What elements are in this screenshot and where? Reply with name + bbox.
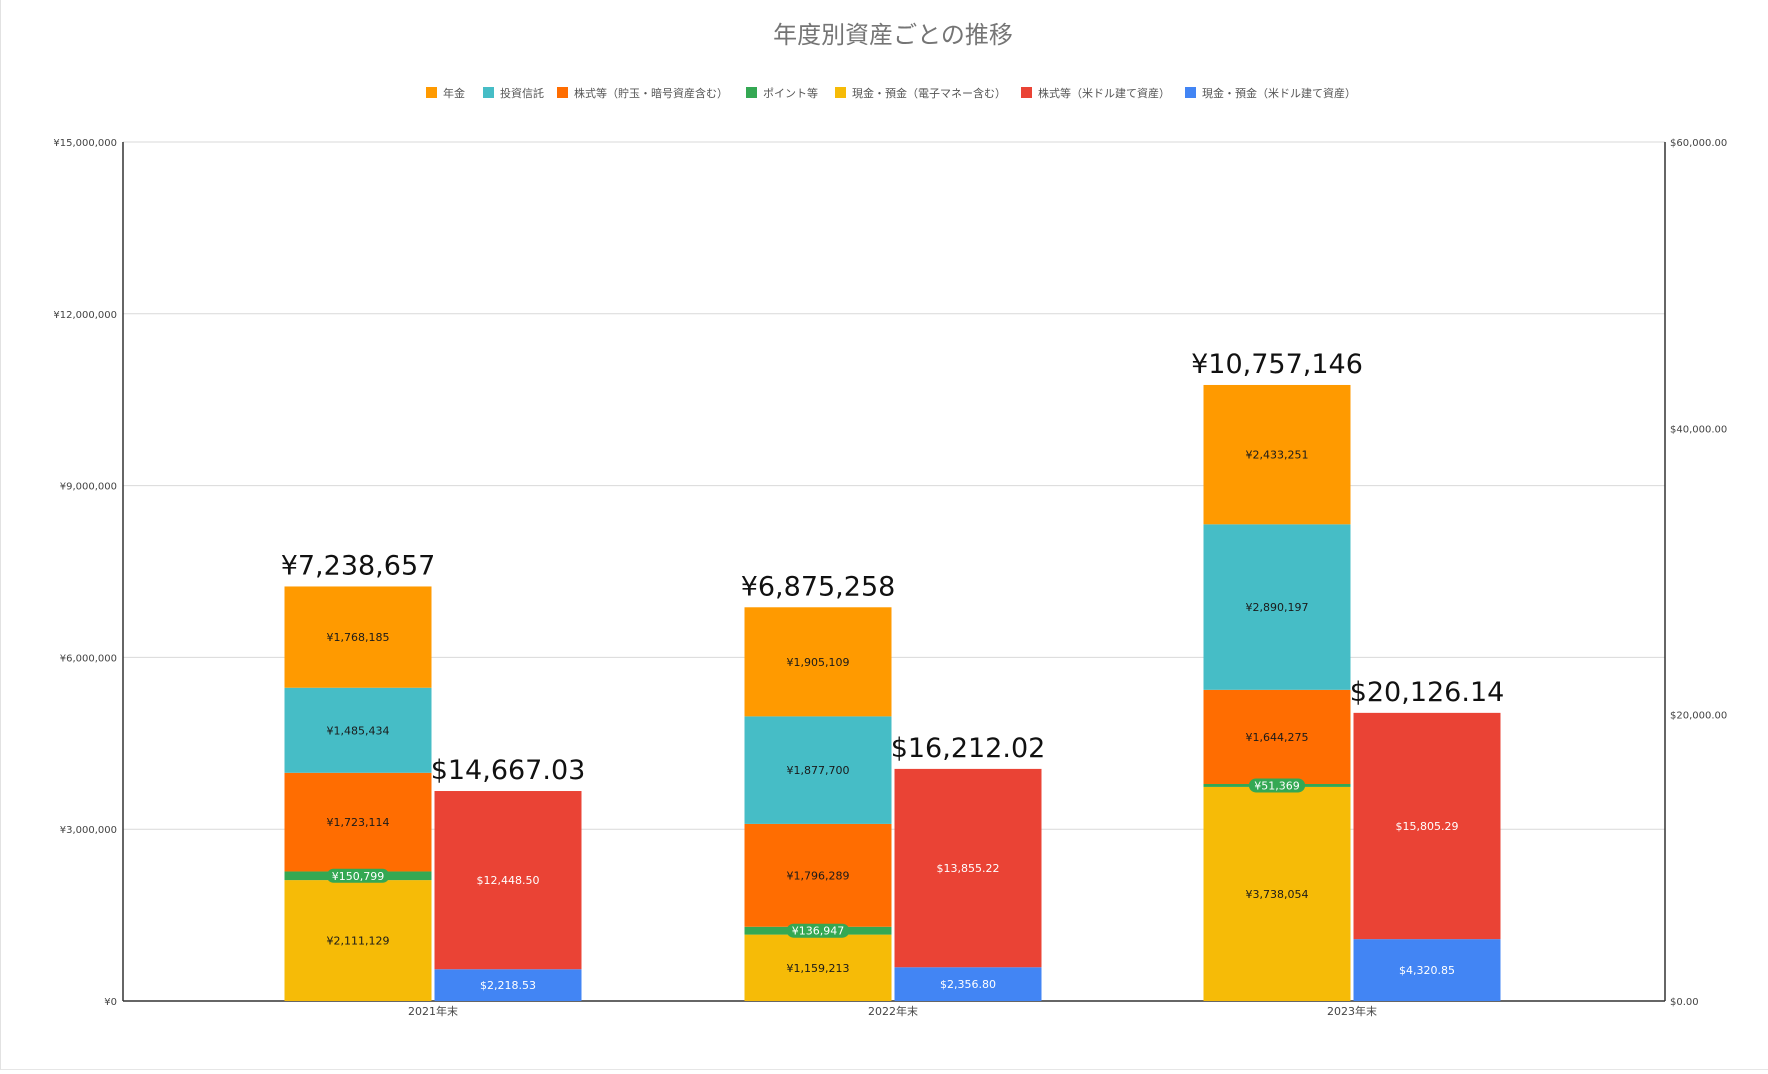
bar-total-label: ¥10,757,146 (1191, 349, 1363, 380)
segment-labels: ¥2,111,129 ¥150,799 ¥1,723,114 ¥1,485,434 ¥1… (327, 449, 1459, 992)
right-tick-label: $0.00 (1670, 997, 1699, 1008)
left-tick-label: ¥0 (104, 997, 117, 1008)
bar-total-label: $16,212.02 (891, 733, 1046, 764)
segment-label: ¥3,738,054 (1246, 888, 1309, 901)
segment-label: ¥2,111,129 (327, 935, 390, 948)
bar-segment (1353, 939, 1501, 1001)
segment-label: ¥136,947 (792, 925, 845, 938)
bar-segment (434, 791, 582, 970)
left-tick-label: ¥9,000,000 (60, 482, 117, 493)
bar-segment (284, 880, 432, 1001)
bar-segment (1203, 786, 1351, 1001)
legend-entry: ポイント等 (746, 86, 818, 100)
bar-total-label: ¥6,875,258 (741, 571, 896, 602)
legend-label: 投資信託 (500, 86, 544, 100)
left-tick-label: ¥15,000,000 (53, 138, 117, 149)
legend-swatch (426, 87, 437, 98)
bar-total-label: ¥7,238,657 (281, 550, 436, 581)
bar-segment (744, 716, 892, 824)
right-tick-label: $40,000.00 (1670, 424, 1727, 435)
segment-label: ¥2,890,197 (1246, 601, 1309, 614)
segment-label: $2,218.53 (480, 979, 536, 992)
segment-label: ¥1,768,185 (327, 631, 390, 644)
segment-label-pill (786, 923, 850, 938)
segment-label: ¥1,877,700 (787, 764, 850, 777)
legend-swatch (746, 87, 757, 98)
legend: 年金 投資信託 株式等（貯玉・暗号資産含む） ポイント等 現金・預金（電子マネー含む） 株… (426, 86, 1356, 100)
legend-entry: 年金 (426, 86, 465, 100)
right-tick-label: $20,000.00 (1670, 711, 1727, 722)
bar-segment (1203, 384, 1351, 525)
legend-swatch (483, 87, 494, 98)
bar-segment (1203, 689, 1351, 784)
legend-entry: 株式等（米ドル建て資産） (1021, 86, 1170, 100)
legend-entry: 株式等（貯玉・暗号資産含む） (557, 86, 728, 100)
legend-entry: 現金・預金（米ドル建て資産） (1185, 86, 1356, 100)
segment-label: $12,448.50 (477, 874, 540, 887)
legend-swatch (1185, 87, 1196, 98)
right-axis: $0.00 $20,000.00 $40,000.00 $60,000.00 (1664, 138, 1727, 1008)
right-tick-label: $60,000.00 (1670, 138, 1727, 149)
bar-segment (1353, 712, 1501, 940)
bar-segment (434, 969, 582, 1001)
segment-label: $13,855.22 (937, 862, 1000, 875)
bar-segment (284, 586, 432, 688)
bar-segment (744, 934, 892, 1001)
legend-entry: 投資信託 (483, 86, 544, 100)
legend-entry: 現金・預金（電子マネー含む） (835, 86, 1006, 100)
segment-label: ¥1,159,213 (787, 962, 850, 975)
bar-segment (744, 823, 892, 927)
segment-label: ¥51,369 (1254, 779, 1300, 792)
segment-label: ¥1,796,289 (787, 869, 850, 882)
x-tick-label: 2021年末 (408, 1004, 458, 1018)
legend-label: 株式等（貯玉・暗号資産含む） (574, 86, 728, 100)
total-labels: ¥7,238,657 ¥6,875,258 ¥10,757,146 $14,667.0… (281, 349, 1505, 786)
legend-swatch (557, 87, 568, 98)
bar-segment (894, 768, 1042, 968)
bar-segment (1203, 524, 1351, 690)
segment-label: ¥1,905,109 (787, 656, 850, 669)
chart-title: 年度別資産ごとの推移 (773, 21, 1013, 49)
segment-label: ¥1,485,434 (327, 724, 390, 737)
bar-segment (284, 687, 432, 773)
segment-label-pill (326, 868, 390, 883)
legend-swatch (835, 87, 846, 98)
bar-total-label: $14,667.03 (431, 755, 586, 786)
x-tick-label: 2022年末 (868, 1004, 918, 1018)
segment-label: $2,356.80 (940, 978, 996, 991)
x-tick-label: 2023年末 (1327, 1004, 1377, 1018)
left-tick-label: ¥12,000,000 (53, 310, 117, 321)
left-tick-label: ¥3,000,000 (60, 825, 117, 836)
segment-label: $4,320.85 (1399, 964, 1455, 977)
segment-label-pill (1248, 778, 1306, 793)
legend-swatch (1021, 87, 1032, 98)
segment-label: $15,805.29 (1396, 820, 1459, 833)
left-tick-label: ¥6,000,000 (60, 653, 117, 664)
bar-total-label: $20,126.14 (1350, 677, 1505, 708)
segment-label: ¥1,644,275 (1246, 731, 1309, 744)
segment-label: ¥1,723,114 (327, 816, 390, 829)
segment-label: ¥150,799 (332, 870, 385, 883)
legend-label: 現金・預金（米ドル建て資産） (1202, 86, 1356, 100)
bar-segment (894, 967, 1042, 1001)
legend-label: 現金・預金（電子マネー含む） (852, 86, 1006, 100)
bar-segment (284, 772, 432, 872)
legend-label: ポイント等 (763, 86, 818, 100)
bar-segment (744, 607, 892, 717)
bars (284, 384, 1501, 1001)
legend-label: 年金 (443, 86, 465, 100)
segment-label: ¥2,433,251 (1246, 449, 1309, 462)
legend-label: 株式等（米ドル建て資産） (1038, 86, 1170, 100)
left-axis: ¥0 ¥3,000,000 ¥6,000,000 ¥9,000,000 ¥12,000,… (53, 138, 124, 1008)
